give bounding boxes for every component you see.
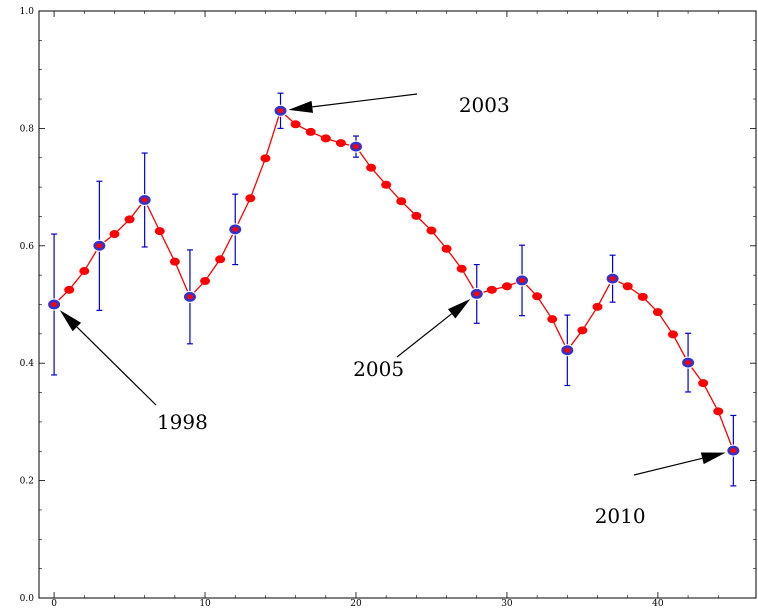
plot-border bbox=[38, 10, 757, 599]
data-point bbox=[215, 255, 226, 264]
y-tick-label: 0.0 bbox=[20, 594, 35, 604]
y-tick-label: 0.2 bbox=[20, 477, 34, 487]
measured-points bbox=[47, 104, 741, 457]
annotation-arrow-head bbox=[447, 298, 471, 319]
error-bars bbox=[51, 92, 737, 487]
measured-point-core bbox=[141, 197, 148, 203]
data-point bbox=[200, 277, 211, 286]
axis-ticks bbox=[39, 10, 756, 599]
data-points bbox=[49, 106, 739, 455]
data-point bbox=[456, 264, 467, 273]
y-tick-label: 0.8 bbox=[20, 124, 35, 134]
measured-point-core bbox=[685, 360, 692, 366]
measured-point-core bbox=[232, 226, 239, 232]
data-point bbox=[698, 379, 709, 388]
data-point bbox=[713, 407, 724, 416]
y-tick-label: 0.6 bbox=[20, 242, 35, 252]
y-tick-label: 1.0 bbox=[20, 7, 35, 17]
annotation-label: 1998 bbox=[157, 410, 208, 434]
data-point bbox=[305, 127, 316, 136]
data-point bbox=[260, 154, 271, 163]
data-point bbox=[381, 180, 392, 189]
data-point bbox=[667, 330, 678, 339]
data-point bbox=[169, 257, 180, 266]
data-point bbox=[64, 285, 75, 294]
x-tick-label: 40 bbox=[652, 599, 664, 608]
data-point bbox=[486, 285, 497, 294]
annotation-arrow-shaft bbox=[76, 326, 157, 406]
data-point bbox=[622, 282, 633, 291]
x-tick-label: 0 bbox=[51, 599, 57, 608]
data-point bbox=[79, 267, 90, 276]
tick-labels: 0 10 20 30 40 0.0 0.2 0.4 0.6 0.8 1.0 bbox=[20, 7, 664, 608]
annotation-label: 2005 bbox=[353, 357, 404, 381]
data-point bbox=[396, 197, 407, 206]
measured-point-core bbox=[277, 108, 284, 114]
measured-point-core bbox=[473, 291, 480, 297]
annotation-arrow-shaft bbox=[396, 313, 453, 358]
measured-point-core bbox=[519, 277, 526, 283]
x-tick-label: 20 bbox=[350, 599, 362, 608]
annotation-arrow-shaft bbox=[312, 93, 418, 108]
measured-point-core bbox=[730, 448, 737, 454]
measured-point-core bbox=[51, 302, 58, 307]
series-line bbox=[53, 109, 734, 451]
data-point bbox=[290, 120, 301, 129]
annotation-arrow-head bbox=[288, 100, 314, 113]
data-point bbox=[335, 139, 346, 148]
series-line-path bbox=[53, 109, 734, 451]
data-point bbox=[426, 226, 437, 235]
data-point bbox=[124, 215, 135, 224]
x-tick-label: 10 bbox=[199, 599, 211, 608]
y-tick-label: 0.4 bbox=[20, 359, 35, 369]
data-point bbox=[411, 211, 422, 220]
data-point bbox=[501, 282, 512, 291]
measured-point-core bbox=[564, 347, 571, 353]
measured-point-core bbox=[96, 243, 103, 249]
data-point bbox=[532, 292, 543, 301]
measured-point-core bbox=[352, 144, 359, 150]
x-tick-label: 30 bbox=[501, 599, 513, 608]
data-point bbox=[547, 315, 558, 324]
measured-point-core bbox=[186, 294, 193, 300]
annotations: 1998 2003 2005 2010 bbox=[59, 93, 726, 528]
annotation-label: 2010 bbox=[595, 504, 646, 528]
data-point bbox=[637, 292, 648, 301]
annotation-arrow-head bbox=[59, 310, 82, 332]
data-point bbox=[441, 244, 452, 253]
data-point bbox=[320, 134, 331, 143]
data-point bbox=[366, 163, 377, 172]
data-point bbox=[245, 194, 256, 203]
annotation-arrow-shaft bbox=[633, 457, 703, 476]
data-point bbox=[109, 230, 120, 239]
data-point bbox=[592, 302, 603, 311]
annotation-label: 2003 bbox=[459, 93, 510, 117]
data-point bbox=[577, 326, 588, 335]
data-point bbox=[652, 308, 663, 317]
plot-frame bbox=[38, 10, 757, 599]
measured-point-core bbox=[609, 276, 616, 282]
data-point bbox=[154, 227, 165, 236]
annotation-arrow-head bbox=[700, 452, 726, 465]
